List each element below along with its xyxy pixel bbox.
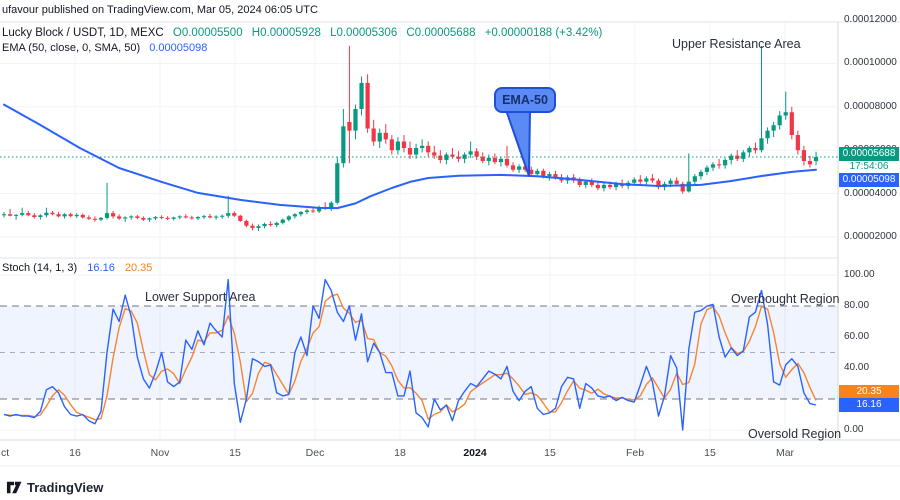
ohlc-close: C0.00005688 xyxy=(406,27,476,39)
attribution-text: ufavour published on TradingView.com, Ma… xyxy=(2,4,318,16)
time-tick-label: ct xyxy=(1,447,10,459)
time-tick-label: 15 xyxy=(544,447,556,459)
ohlc-high: H0.00005928 xyxy=(251,27,321,39)
ema-indicator-label: EMA (50, close, 0, SMA, 50) xyxy=(2,42,141,54)
upper-resistance-label: Upper Resistance Area xyxy=(672,37,801,51)
stoch-indicator-row: Stoch (14, 1, 3) 16.16 20.35 xyxy=(2,262,152,274)
time-axis[interactable] xyxy=(0,441,900,465)
stoch-tick-label: 80.00 xyxy=(844,300,870,311)
time-tick-label: Mar xyxy=(775,447,795,459)
stoch-d-value: 20.35 xyxy=(124,262,153,274)
ohlc-open: O0.00005500 xyxy=(172,27,243,39)
symbol-info-row: Lucky Block / USDT, 1D, MEXC O0.00005500… xyxy=(2,27,602,39)
watermark-text: TradingView xyxy=(27,480,104,495)
last-price-badge: 0.00005688 xyxy=(839,147,899,161)
price-tick-label: 0.00012000 xyxy=(844,14,897,25)
time-tick-label: 15 xyxy=(229,447,241,459)
time-tick-label: Feb xyxy=(625,447,645,459)
ema-price-badge: 0.00005098 xyxy=(839,173,899,187)
time-tick-label: Nov xyxy=(150,447,170,459)
lower-support-label: Lower Support Area xyxy=(145,290,256,304)
stoch-label: Stoch (14, 1, 3) xyxy=(2,262,78,274)
overbought-region-label: Overbought Region xyxy=(731,292,840,306)
ohlc-low: L0.00005306 xyxy=(330,27,398,39)
stoch-tick-label: 0.00 xyxy=(844,424,864,435)
time-tick-label-year: 2024 xyxy=(463,447,487,459)
time-tick-label: 15 xyxy=(704,447,716,459)
tradingview-logo-icon xyxy=(6,481,22,494)
candle-countdown: 17:54:06 xyxy=(839,160,899,173)
oversold-region-label: Oversold Region xyxy=(748,427,842,441)
stoch-tick-label: 60.00 xyxy=(844,331,870,342)
price-change: +0.00000188 (+3.42%) xyxy=(484,27,603,39)
stoch-tick-label: 100.00 xyxy=(844,269,875,280)
time-tick-label: 18 xyxy=(394,447,406,459)
tradingview-watermark[interactable]: TradingView xyxy=(6,480,103,495)
stoch-tick-label: 40.00 xyxy=(844,362,870,373)
stoch-k-value: 16.16 xyxy=(87,262,115,274)
price-tick-label: 0.00008000 xyxy=(844,101,897,112)
time-tick-label: Dec xyxy=(305,447,325,459)
symbol-title: Lucky Block / USDT, 1D, MEXC xyxy=(2,27,164,39)
price-tick-label: 0.00010000 xyxy=(844,57,897,68)
stoch-k-badge: 16.16 xyxy=(839,398,899,412)
price-tick-label: 0.00004000 xyxy=(844,188,897,199)
ema-indicator-value: 0.00005098 xyxy=(149,42,208,54)
stoch-d-badge: 20.35 xyxy=(839,384,899,398)
price-tick-label: 0.00002000 xyxy=(844,231,897,242)
ema-callout[interactable]: EMA-50 xyxy=(494,87,556,113)
ema-indicator-row: EMA (50, close, 0, SMA, 50) 0.00005098 xyxy=(2,42,207,54)
time-tick-label: 16 xyxy=(69,447,81,459)
